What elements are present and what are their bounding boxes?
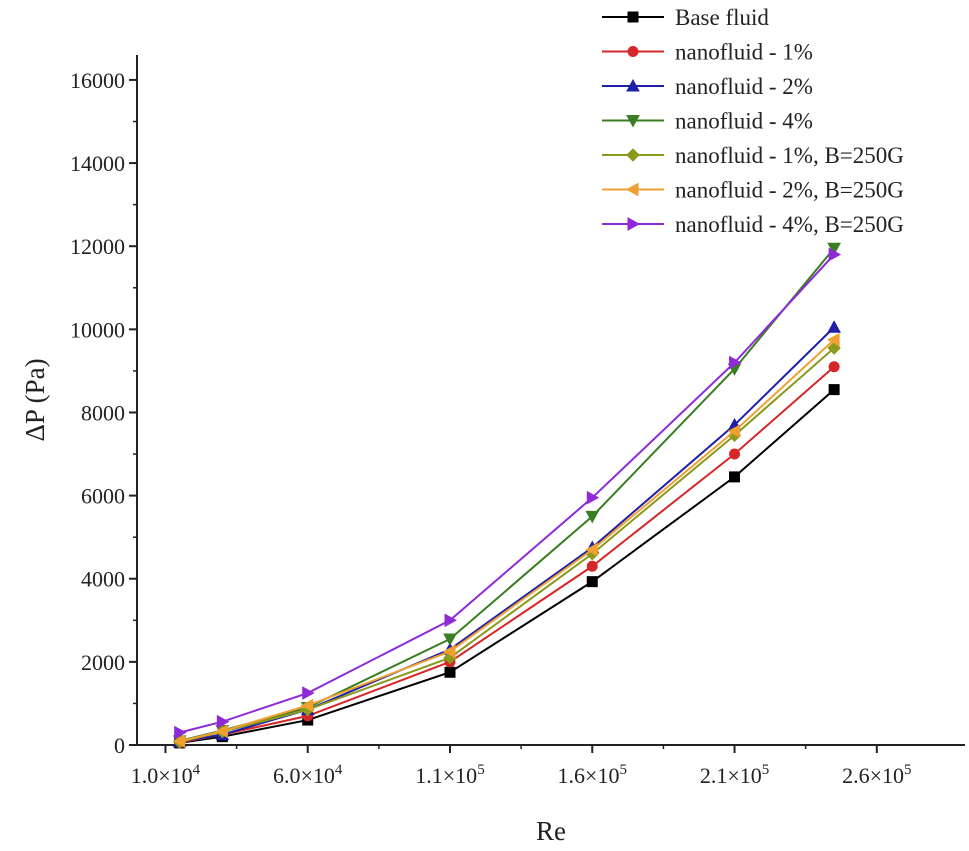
series-layer	[172, 242, 842, 749]
legend-marker	[627, 46, 639, 57]
legend-label: nanofluid - 4%	[675, 109, 813, 134]
y-tick-label: 2000	[81, 650, 125, 675]
series-5	[172, 341, 841, 749]
y-tick-label: 10000	[70, 317, 125, 342]
series-1	[174, 384, 840, 749]
x-axis-title: Re	[536, 816, 566, 846]
data-point	[585, 510, 600, 524]
x-tick-label: 1.0×104	[131, 762, 201, 788]
y-tick-label: 16000	[70, 68, 125, 93]
data-point	[827, 332, 840, 347]
legend-marker	[627, 11, 639, 23]
legend-item: Base fluid	[602, 5, 769, 30]
data-point	[444, 666, 456, 678]
y-tick-label: 14000	[70, 151, 125, 176]
y-tick-label: 4000	[81, 567, 125, 592]
legend-item: nanofluid - 1%	[602, 40, 813, 65]
legend: Base fluid nanofluid - 1% nanofluid - 2% na…	[602, 5, 904, 237]
y-ticks: 0 2000 4000 6000 8000 10000 12000 14000 16000	[70, 68, 137, 758]
series-line	[179, 253, 835, 734]
x-tick-label: 1.1×105	[415, 762, 484, 788]
series-7	[174, 247, 842, 740]
legend-label: nanofluid - 4%, B=250G	[675, 212, 904, 237]
data-point	[443, 633, 457, 647]
y-axis-title: ΔP (Pa)	[20, 358, 50, 441]
legend-marker	[626, 148, 640, 162]
data-point	[586, 490, 600, 505]
legend-marker	[626, 78, 640, 92]
series-line	[179, 347, 835, 744]
series-line	[179, 338, 835, 743]
y-tick-label: 6000	[81, 484, 125, 509]
series-3	[172, 320, 841, 748]
legend-item: nanofluid - 2%, B=250G	[602, 178, 904, 203]
legend-marker	[625, 182, 639, 197]
series-line	[179, 247, 835, 742]
axes	[136, 55, 965, 746]
x-tick-label: 1.6×105	[558, 762, 627, 788]
series-line	[179, 326, 835, 743]
y-tick-label: 12000	[70, 234, 125, 259]
legend-marker	[627, 217, 641, 231]
x-tick-label: 2.6×105	[842, 762, 911, 788]
data-point	[828, 361, 840, 373]
legend-label: nanofluid - 1%, B=250G	[675, 143, 904, 168]
data-point	[174, 725, 187, 740]
legend-label: nanofluid - 1%	[675, 40, 813, 65]
data-point	[444, 613, 458, 628]
data-point	[300, 698, 314, 713]
data-point	[727, 424, 741, 439]
legend-item: nanofluid - 4%, B=250G	[602, 212, 904, 237]
data-point	[827, 320, 841, 333]
data-point	[302, 686, 315, 700]
x-tick-label: 6.0×104	[273, 762, 343, 788]
data-point	[442, 644, 456, 659]
data-point	[172, 734, 186, 749]
data-point	[729, 448, 741, 460]
data-point	[586, 560, 598, 572]
x-tick-label: 2.1×105	[700, 762, 769, 788]
series-4	[172, 242, 841, 748]
data-point	[585, 542, 598, 557]
legend-label: nanofluid - 2%	[675, 74, 813, 99]
legend-item: nanofluid - 4%	[602, 109, 813, 134]
data-point	[828, 247, 842, 262]
legend-marker	[626, 115, 640, 128]
legend-label: Base fluid	[675, 5, 769, 30]
y-tick-label: 0	[114, 733, 125, 758]
x-ticks: 1.0×104 6.0×104 1.1×105 1.6×105 2.1×105 2.6×1…	[131, 745, 912, 788]
series-line	[179, 388, 835, 744]
legend-item: nanofluid - 1%, B=250G	[602, 143, 904, 168]
data-point	[216, 714, 230, 729]
series-6	[172, 332, 840, 749]
data-point	[729, 471, 741, 483]
data-point	[586, 576, 598, 588]
legend-item: nanofluid - 2%	[602, 74, 813, 99]
data-point	[729, 355, 742, 370]
y-tick-label: 8000	[81, 400, 125, 425]
data-point	[828, 384, 840, 396]
data-point	[827, 242, 841, 256]
data-point	[215, 724, 228, 739]
legend-label: nanofluid - 2%, B=250G	[675, 178, 904, 203]
